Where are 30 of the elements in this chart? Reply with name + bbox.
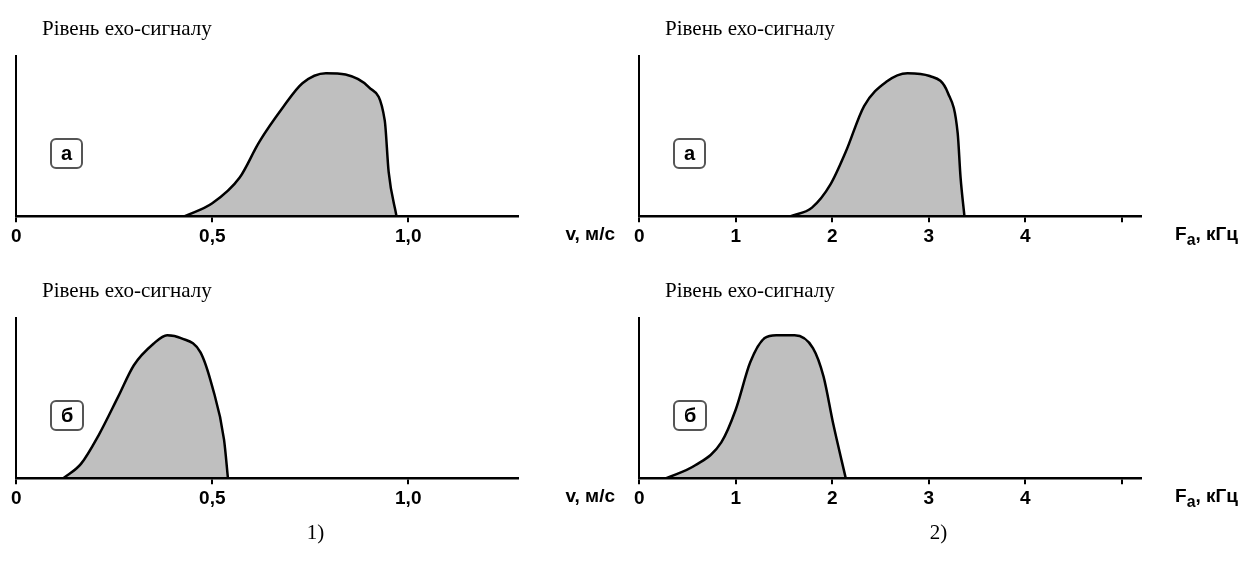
x-tick-label: 0 [10, 224, 22, 246]
annotation: б [673, 400, 708, 431]
y-axis-title: Рівень ехо-сигналу [42, 278, 212, 303]
annotation: б [50, 400, 85, 431]
x-tick-label: 1 [730, 486, 742, 508]
y-axis-title: Рівень ехо-сигналу [665, 278, 835, 303]
text: 2) [928, 520, 949, 545]
annotation: а [50, 138, 84, 169]
x-tick-label: 2 [826, 486, 838, 508]
text: 1) [305, 520, 326, 545]
x-tick-label: 0 [633, 486, 645, 508]
x-axis-title: F$_{a}$, кГц [1175, 223, 1238, 249]
x-tick-label: 4 [1019, 486, 1031, 508]
x-axis-title: F$_{a}$, кГц [1175, 485, 1238, 511]
x-tick-label: 4 [1019, 224, 1031, 246]
x-tick-label: 0 [10, 486, 22, 508]
x-tick-label: 1,0 [395, 224, 422, 246]
x-tick-label: 0,5 [199, 486, 226, 508]
x-tick-label: 2 [826, 224, 838, 246]
x-tick-label: 0,5 [199, 224, 226, 246]
x-tick-label: 1 [730, 224, 742, 246]
x-tick-label: 1,0 [395, 486, 422, 508]
y-axis-title: Рівень ехо-сигналу [42, 16, 212, 41]
x-axis-title: v, м/с [565, 223, 615, 245]
x-tick-label: 3 [923, 224, 935, 246]
y-axis-title: Рівень ехо-сигналу [665, 16, 835, 41]
annotation: а [673, 138, 707, 169]
x-tick-label: 0 [633, 224, 645, 246]
x-axis-title: v, м/с [565, 485, 615, 507]
x-tick-label: 3 [923, 486, 935, 508]
